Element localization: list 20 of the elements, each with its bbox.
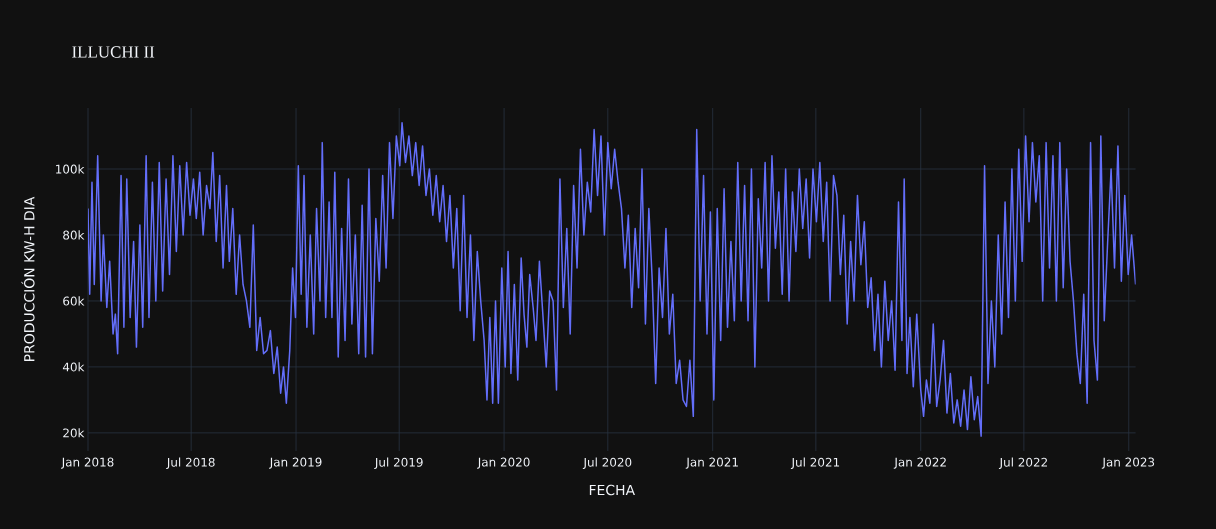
chart-title: ILLUCHI II (72, 46, 155, 58)
x-tick-label: Jan 2020 (477, 457, 530, 469)
x-tick-label: Jul 2022 (998, 457, 1047, 469)
x-tick-label: Jul 2020 (582, 457, 632, 469)
x-tick-label: Jan 2022 (893, 457, 946, 469)
x-tick-label: Jan 2019 (269, 457, 322, 469)
y-tick-label: 100k (56, 164, 85, 174)
x-tick-label: Jan 2023 (1101, 457, 1155, 469)
y-tick-label: 20k (63, 428, 85, 438)
y-tick-label: 80k (63, 230, 85, 240)
x-tick-label: Jul 2019 (374, 457, 423, 469)
x-tick-label: Jan 2021 (685, 457, 738, 469)
x-tick-label: Jan 2018 (61, 457, 114, 469)
y-axis-title: PRODUCCIÓN KW-H DIA (21, 196, 35, 361)
line-series (88, 122, 1136, 437)
x-tick-label: Jul 2021 (790, 457, 840, 469)
y-tick-label: 40k (62, 362, 85, 372)
x-tick-label: Jul 2018 (166, 457, 215, 469)
y-tick-label: 60k (63, 296, 85, 306)
x-axis-title: FECHA (589, 484, 635, 496)
